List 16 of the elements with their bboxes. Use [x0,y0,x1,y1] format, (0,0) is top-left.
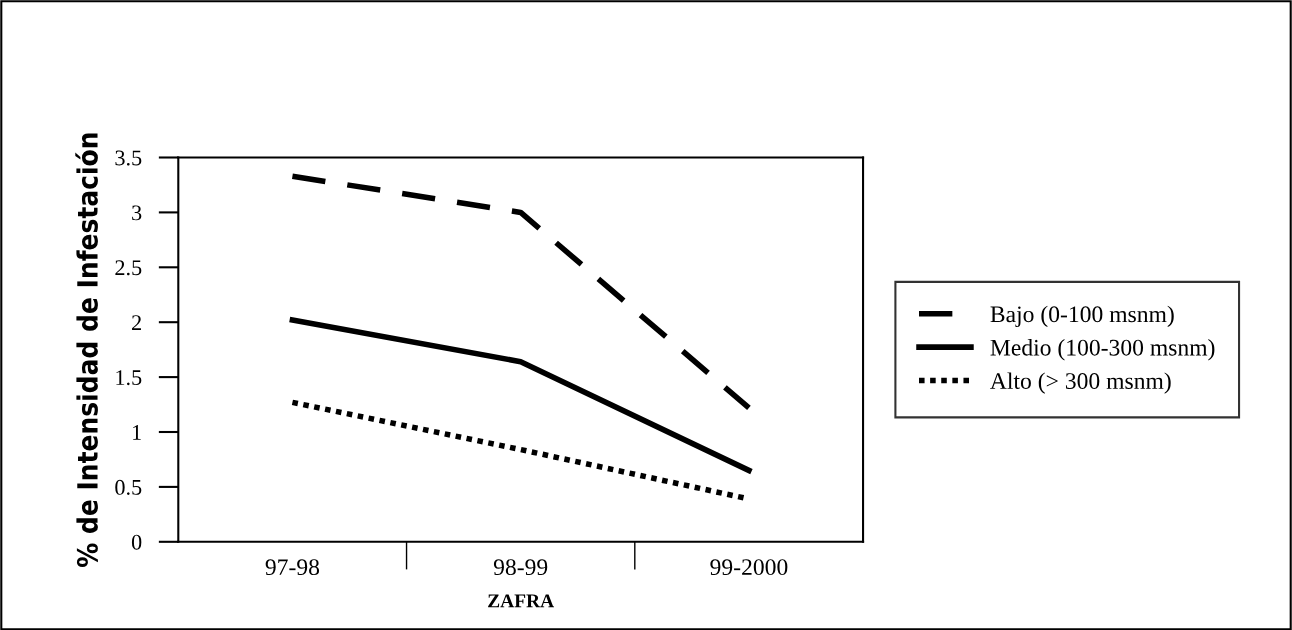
x-tick-label: 99-2000 [710,559,788,576]
x-tick-label: 97-98 [265,559,320,576]
y-tick-label: 2.5 [115,260,142,276]
y-tick-label: 3.5 [115,150,142,166]
x-axis-title: ZAFRA [488,594,555,608]
y-tick-label: 1 [133,425,141,440]
legend-label: Medio (100-300 msnm) [990,339,1215,361]
legend-label: Alto (> 300 msnm) [990,372,1171,394]
y-tick-label: 0 [131,534,142,550]
y-tick-label: 1.5 [116,370,142,386]
y-axis-title: % de Intensidad de Infestación [75,133,98,567]
y-tick-label: 0.5 [115,479,142,495]
y-tick-label: 2 [132,315,141,330]
x-tick-label: 98-99 [493,559,548,576]
y-tick-label: 3 [132,205,142,221]
legend-label: Bajo (0-100 msnm) [990,305,1174,328]
